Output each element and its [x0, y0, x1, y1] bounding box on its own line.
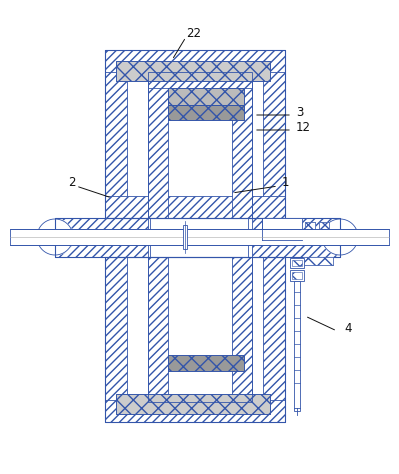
Bar [263, 257, 285, 422]
Bar [105, 50, 285, 72]
Text: 1: 1 [282, 176, 290, 190]
Text: 22: 22 [186, 27, 201, 39]
Bar [116, 61, 270, 81]
Bar [248, 218, 340, 257]
Bar [303, 257, 333, 265]
Bar [305, 222, 315, 232]
Bar [168, 355, 244, 371]
Bar [263, 50, 285, 218]
Bar [168, 88, 244, 105]
Bar [319, 222, 329, 232]
Text: 3: 3 [296, 106, 303, 118]
Bar [232, 257, 252, 402]
Polygon shape [37, 219, 73, 255]
Bar [319, 222, 329, 232]
Bar [105, 196, 285, 218]
Bar [168, 355, 244, 371]
Bar [148, 218, 252, 257]
Bar [292, 272, 302, 279]
Bar [105, 257, 285, 422]
Bar [168, 105, 244, 120]
Bar [248, 218, 340, 257]
Bar [116, 394, 270, 414]
Bar [148, 257, 252, 402]
Bar [168, 88, 244, 105]
Bar [148, 72, 168, 218]
Bar [105, 50, 127, 218]
Bar [116, 394, 270, 414]
Bar [148, 257, 168, 402]
Text: 4: 4 [344, 321, 352, 335]
Bar [55, 218, 340, 257]
Bar [232, 72, 252, 218]
Text: 2: 2 [68, 176, 75, 190]
Bar [105, 400, 285, 422]
Bar [148, 72, 252, 88]
Bar [183, 225, 187, 249]
Bar [10, 229, 389, 245]
Bar [116, 61, 270, 81]
Bar [294, 281, 300, 411]
Bar [55, 218, 340, 257]
Text: 12: 12 [296, 120, 311, 134]
Bar [262, 218, 302, 240]
Bar [303, 257, 333, 265]
Bar [105, 257, 127, 422]
Bar [292, 260, 302, 266]
Bar [168, 105, 244, 120]
Bar [148, 72, 252, 218]
Bar [55, 218, 150, 257]
Bar [55, 218, 150, 257]
Bar [290, 270, 304, 281]
Bar [105, 50, 285, 218]
Bar [290, 258, 304, 268]
Polygon shape [322, 219, 358, 255]
Bar [305, 222, 315, 232]
